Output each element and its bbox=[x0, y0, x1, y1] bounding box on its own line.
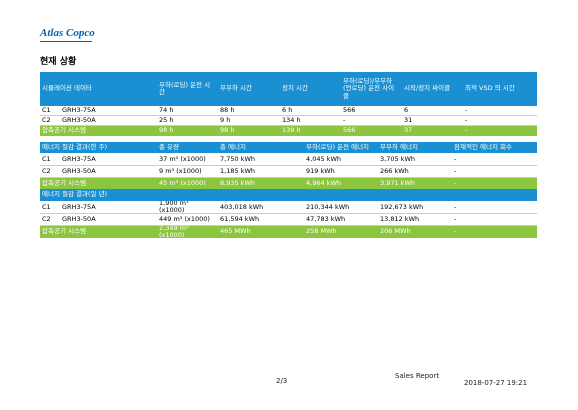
total-cell: 8,935 kWh bbox=[218, 178, 304, 189]
cell: 31 bbox=[404, 116, 413, 125]
model: GRH3-75A bbox=[62, 202, 96, 211]
header-cell: 총 유량 bbox=[157, 142, 218, 153]
total-cell: 3,971 kWh bbox=[378, 178, 452, 189]
cell: - bbox=[454, 215, 457, 223]
header-cell: 에너지 절감 결과(한 주) bbox=[40, 142, 157, 153]
cell: - bbox=[454, 167, 457, 175]
title: 현재 상황 bbox=[40, 57, 77, 67]
cell: 1,185 kWh bbox=[220, 167, 255, 175]
header-cell: 무부하 에너지 bbox=[378, 142, 452, 153]
cell: - bbox=[343, 116, 346, 125]
cell: 25 h bbox=[159, 116, 174, 125]
cell: 919 kWh bbox=[306, 167, 335, 175]
total-cell: 압축공기 시스템 bbox=[40, 226, 157, 238]
total-cell: 압축공기 시스템 bbox=[40, 126, 157, 136]
model: GRH3-75A bbox=[62, 106, 96, 115]
unit-id: C2 bbox=[42, 167, 51, 175]
unit-id: C1 bbox=[42, 154, 51, 163]
header-cell: 부하(로딩) 운전 에너지 bbox=[304, 142, 378, 153]
header-cell: 최적 VSD 의 시간 bbox=[463, 72, 537, 106]
cell: 566 bbox=[343, 106, 356, 115]
total-cell: 258 MWh bbox=[304, 226, 378, 238]
unit-id: C2 bbox=[42, 215, 51, 223]
cell: - bbox=[465, 106, 468, 115]
logo-rule bbox=[40, 41, 92, 42]
header-cell: 부하(로딩)/무부하 (언로딩) 운전 사이클 bbox=[341, 72, 402, 106]
cell: - bbox=[454, 154, 457, 163]
row bbox=[40, 106, 537, 116]
header-cell: 에너지 절감 결과(일 년) bbox=[40, 189, 200, 201]
header-cell: 무부하 시간 bbox=[218, 72, 280, 106]
header-cell: 시작/정지 싸이클 bbox=[402, 72, 463, 106]
cell: 88 h bbox=[220, 106, 235, 115]
cell: 9 h bbox=[220, 116, 231, 125]
page-number: 2/3 bbox=[276, 377, 288, 385]
total-cell: 압축공기 시스템 bbox=[40, 178, 157, 189]
cell: 7,750 kWh bbox=[220, 154, 255, 163]
total-cell: 98 h bbox=[157, 126, 218, 136]
total-cell: 465 MWh bbox=[218, 226, 304, 238]
header-cell: 잠재적인 에너지 회수 bbox=[452, 142, 537, 153]
cell: 3,705 kWh bbox=[380, 154, 415, 163]
cell: 266 kWh bbox=[380, 167, 409, 175]
cell: 210,344 kWh bbox=[306, 202, 350, 211]
row bbox=[40, 116, 537, 126]
total-cell: 45 m³ (x1000) bbox=[157, 178, 218, 189]
row bbox=[40, 166, 537, 178]
cell: 47,783 kWh bbox=[306, 215, 346, 223]
total-cell: 37 bbox=[402, 126, 463, 136]
cell: - bbox=[454, 202, 457, 211]
logo: Atlas Copco bbox=[40, 27, 95, 39]
date: 2018-07-27 19:21 bbox=[464, 379, 528, 387]
cell: 74 h bbox=[159, 106, 174, 115]
header-cell: 정지 시간 bbox=[280, 72, 341, 106]
cell: 61,594 kWh bbox=[220, 215, 260, 223]
total-cell: - bbox=[452, 226, 537, 238]
cell: 1,900 m³ (x1000) bbox=[159, 201, 189, 214]
cell: 134 h bbox=[282, 116, 301, 125]
row bbox=[40, 214, 537, 226]
total-cell: 139 h bbox=[280, 126, 341, 136]
unit-id: C1 bbox=[42, 202, 51, 211]
report-name: Sales Report bbox=[395, 372, 440, 380]
cell: 403,018 kWh bbox=[220, 202, 264, 211]
total-cell: 2,349 m³ (x1000) bbox=[157, 226, 218, 238]
total-cell: 566 bbox=[341, 126, 402, 136]
unit-id: C2 bbox=[42, 116, 51, 125]
total-cell: - bbox=[452, 178, 537, 189]
cell: 6 h bbox=[282, 106, 293, 115]
header-cell: 부하(로딩) 운전 시간 bbox=[157, 72, 218, 106]
model: GRH3-50A bbox=[62, 215, 96, 223]
model: GRH3-75A bbox=[62, 154, 96, 163]
cell: 449 m³ (x1000) bbox=[159, 215, 210, 223]
header-cell: 총 에너지 bbox=[218, 142, 304, 153]
row bbox=[40, 201, 537, 214]
total-cell: 206 MWh bbox=[378, 226, 452, 238]
header-cell: 시뮬레이션 데이터 bbox=[40, 72, 157, 106]
cell: 6 bbox=[404, 106, 409, 115]
row bbox=[40, 153, 537, 166]
cell: - bbox=[465, 116, 468, 125]
total-cell: 98 h bbox=[218, 126, 280, 136]
unit-id: C1 bbox=[42, 106, 51, 115]
cell: 9 m³ (x1000) bbox=[159, 167, 202, 175]
model: GRH3-50A bbox=[62, 116, 96, 125]
model: GRH3-50A bbox=[62, 167, 96, 175]
total-cell: 4,964 kWh bbox=[304, 178, 378, 189]
cell: 37 m³ (x1000) bbox=[159, 154, 206, 163]
cell: 13,812 kWh bbox=[380, 215, 420, 223]
cell: 4,045 kWh bbox=[306, 154, 341, 163]
total-cell: - bbox=[463, 126, 537, 136]
cell: 192,673 kWh bbox=[380, 202, 424, 211]
